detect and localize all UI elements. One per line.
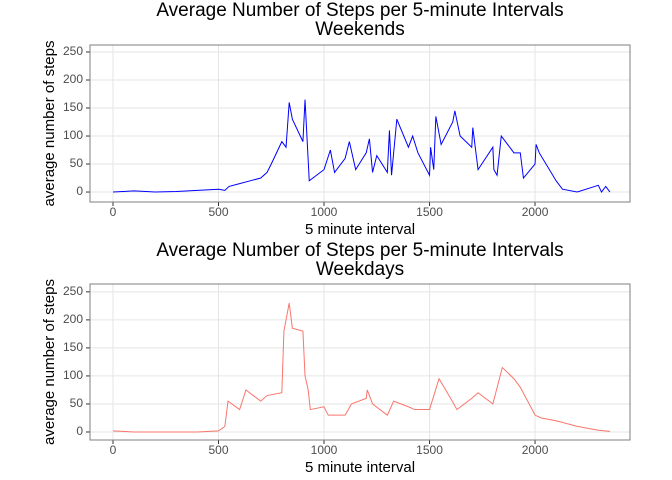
x-axis-title: 5 minute interval [305, 221, 415, 238]
x-tick-label: 0 [110, 205, 117, 219]
y-tick-label: 100 [63, 368, 83, 382]
plot-background [90, 45, 630, 202]
y-tick-label: 250 [63, 44, 83, 58]
plot-border [89, 44, 631, 203]
y-tick-label: 150 [63, 100, 83, 114]
chart-subtitle: Weekdays [316, 259, 404, 280]
x-tick-label: 1000 [311, 443, 338, 457]
plot-border [89, 283, 631, 441]
plot-background [90, 284, 630, 440]
chart-title: Average Number of Steps per 5-minute Int… [156, 240, 563, 261]
chart-title: Average Number of Steps per 5-minute Int… [156, 0, 563, 21]
x-tick-label: 1500 [416, 443, 443, 457]
y-tick-label: 0 [76, 424, 83, 438]
y-tick-label: 250 [63, 284, 83, 298]
y-tick-label: 50 [70, 156, 84, 170]
y-tick-label: 50 [70, 396, 84, 410]
x-tick-label: 0 [110, 443, 117, 457]
y-tick-label: 200 [63, 312, 83, 326]
x-axis-title: 5 minute interval [305, 459, 415, 476]
y-tick-label: 100 [63, 128, 83, 142]
line [112, 99, 611, 193]
x-tick-label: 2000 [522, 205, 549, 219]
x-tick-label: 1000 [311, 205, 338, 219]
chart-subtitle: Weekends [315, 19, 404, 40]
y-tick-label: 0 [76, 184, 83, 198]
y-tick-label: 200 [63, 72, 83, 86]
x-tick-label: 500 [208, 443, 228, 457]
line [112, 302, 611, 433]
x-tick-label: 2000 [522, 443, 549, 457]
y-axis-title: average number of steps [41, 41, 58, 207]
y-tick-label: 150 [63, 340, 83, 354]
x-tick-label: 1500 [416, 205, 443, 219]
y-axis-title: average number of steps [41, 279, 58, 445]
x-tick-label: 500 [208, 205, 228, 219]
